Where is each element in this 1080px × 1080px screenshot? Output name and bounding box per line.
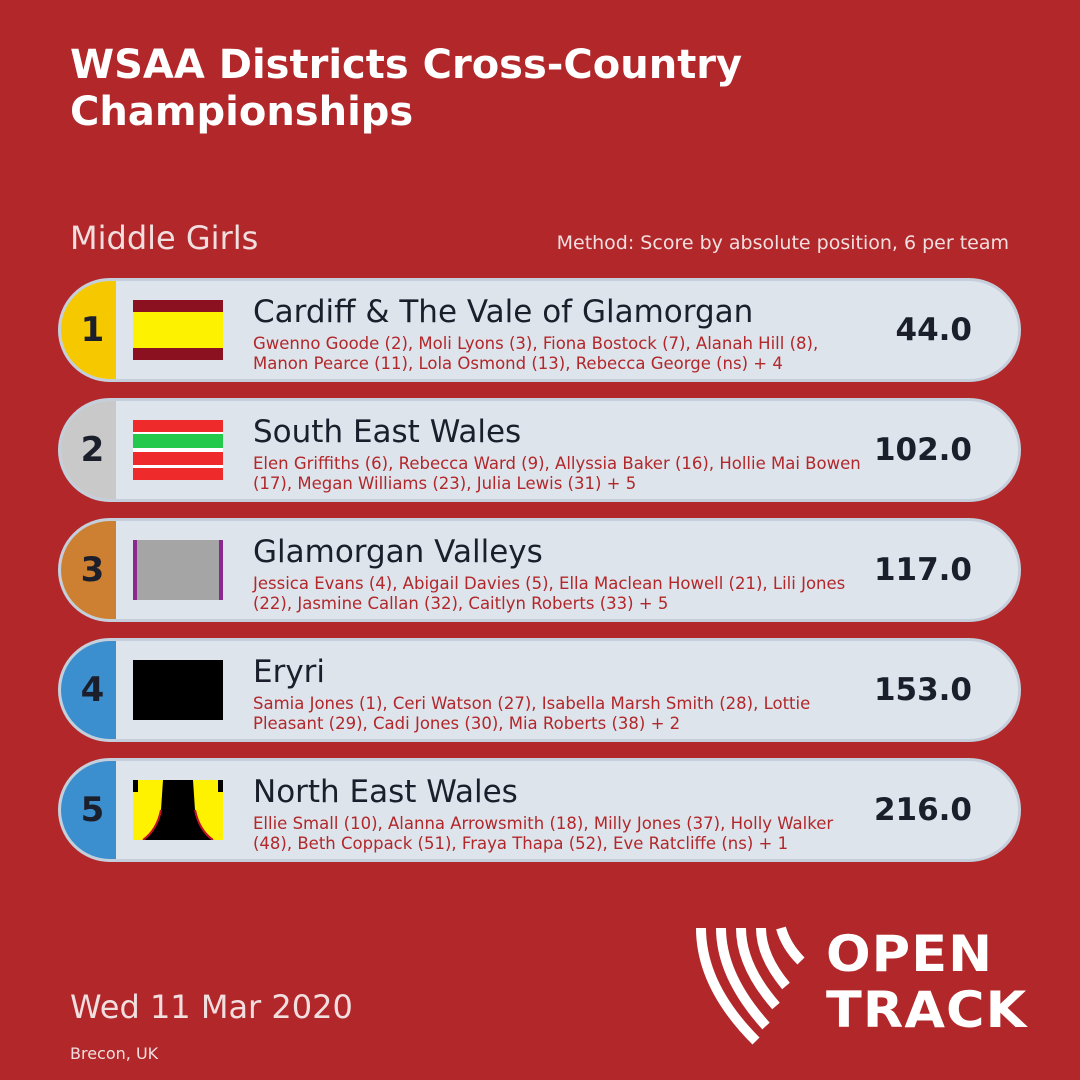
event-location: Brecon, UK [70, 1044, 159, 1063]
team-name: Cardiff & The Vale of Glamorgan [253, 294, 754, 330]
team-score: 44.0 [895, 312, 973, 348]
team-name: South East Wales [253, 414, 522, 450]
eryri-flag-icon [133, 660, 223, 720]
team-members: Ellie Small (10), Alanna Arrowsmith (18)… [253, 814, 834, 853]
event-date: Wed 11 Mar 2020 [70, 988, 353, 1026]
rank-badge: 5 [61, 761, 116, 859]
team-row[interactable]: 3 Glamorgan Valleys Jessica Evans (4), A… [58, 518, 1021, 622]
team-name: Eryri [253, 654, 326, 690]
cardiff-vale-flag-icon [133, 300, 223, 360]
north-east-wales-flag-icon [133, 780, 223, 840]
event-name: Middle Girls [70, 219, 259, 257]
team-row[interactable]: 2 South East Wales Elen Griffiths (6), R… [58, 398, 1021, 502]
team-row[interactable]: 1 Cardiff & The Vale of Glamorgan Gwenno… [58, 278, 1021, 382]
open-track-logo-icon [696, 926, 805, 1045]
results-list: 1 Cardiff & The Vale of Glamorgan Gwenno… [58, 278, 1021, 878]
team-row[interactable]: 5 North East Wales Ellie Small (10), Ala… [58, 758, 1021, 862]
team-score: 117.0 [873, 552, 972, 588]
team-score: 216.0 [873, 792, 972, 828]
logo-line-open: OPEN [826, 925, 994, 983]
team-score: 102.0 [873, 432, 972, 468]
rank-badge: 4 [61, 641, 116, 739]
team-members: Elen Griffiths (6), Rebecca Ward (9), Al… [253, 454, 861, 493]
scoring-method: Method: Score by absolute position, 6 pe… [556, 232, 1009, 254]
team-score: 153.0 [873, 672, 972, 708]
logo-line-track: TRACK [826, 981, 1028, 1039]
south-east-wales-flag-icon [133, 420, 223, 480]
open-track-logo: OPEN TRACK [696, 926, 1046, 1046]
team-name: Glamorgan Valleys [253, 534, 543, 570]
team-name: North East Wales [253, 774, 518, 810]
team-members: Gwenno Goode (2), Moli Lyons (3), Fiona … [253, 334, 819, 373]
rank-badge: 3 [61, 521, 116, 619]
team-members: Samia Jones (1), Ceri Watson (27), Isabe… [253, 694, 811, 733]
rank-badge: 1 [61, 281, 116, 379]
rank-badge: 2 [61, 401, 116, 499]
page-title: WSAA Districts Cross-Country Championshi… [70, 42, 743, 135]
team-row[interactable]: 4 Eryri Samia Jones (1), Ceri Watson (27… [58, 638, 1021, 742]
glamorgan-valleys-flag-icon [133, 540, 223, 600]
team-members: Jessica Evans (4), Abigail Davies (5), E… [253, 574, 846, 613]
